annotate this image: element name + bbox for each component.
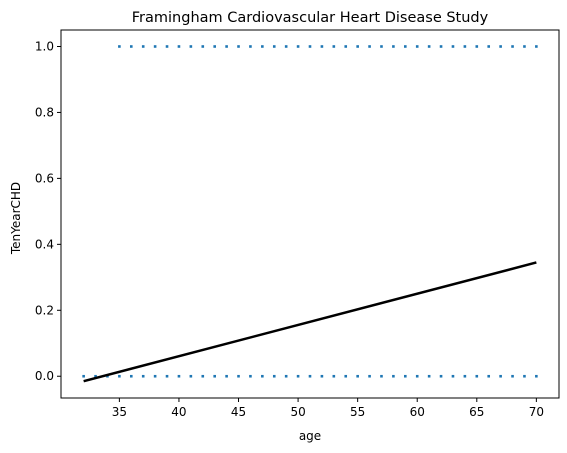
scatter-point-40 <box>129 45 133 48</box>
scatter-point-10 <box>201 374 205 378</box>
y-axis-label: TenYearCHD <box>9 182 23 255</box>
scatter-point-50 <box>249 45 252 48</box>
scatter-point-61 <box>380 45 383 48</box>
x-tick-label-6: 65 <box>469 405 484 419</box>
scatter-point-7 <box>165 374 169 378</box>
scatter-point-73 <box>523 45 526 48</box>
scatter-point-72 <box>511 45 514 48</box>
scatter-point-54 <box>296 45 300 48</box>
scatter-point-57 <box>332 45 336 48</box>
scatter-point-2 <box>106 374 109 378</box>
scatter-point-74 <box>535 45 538 48</box>
scatter-point-17 <box>284 374 288 378</box>
scatter-point-41 <box>141 45 145 48</box>
x-tick-label-7: 70 <box>529 405 544 419</box>
scatter-point-55 <box>308 45 312 48</box>
fit-line <box>83 261 537 383</box>
scatter-point-37 <box>523 374 526 378</box>
scatter-point-49 <box>237 45 240 48</box>
scatter-point-27 <box>404 374 407 378</box>
x-tick-label-5: 60 <box>410 405 425 419</box>
scatter-point-62 <box>392 45 395 48</box>
scatter-point-69 <box>475 45 479 48</box>
y-tick-label-1: 0.2 <box>35 303 54 317</box>
scatter-point-8 <box>177 374 181 378</box>
scatter-point-47 <box>213 45 216 48</box>
scatter-point-58 <box>344 45 348 48</box>
y-tick-label-3: 0.6 <box>35 171 54 185</box>
scatter-point-30 <box>439 374 443 378</box>
scatter-point-60 <box>368 45 371 48</box>
scatter-point-20 <box>320 374 324 378</box>
chart-title: Framingham Cardiovascular Heart Disease … <box>132 10 489 26</box>
x-tick-label-0: 35 <box>112 405 127 419</box>
scatter-point-14 <box>249 374 252 378</box>
y-tick-label-4: 0.8 <box>35 105 54 119</box>
scatter-point-43 <box>165 45 169 48</box>
scatter-point-31 <box>451 374 455 378</box>
y-tick-label-0: 0.0 <box>35 369 54 383</box>
scatter-point-28 <box>415 374 419 378</box>
scatter-point-26 <box>392 374 395 378</box>
y-tick-label-5: 1.0 <box>35 39 54 53</box>
scatter-point-22 <box>344 374 348 378</box>
scatter-point-48 <box>225 45 228 48</box>
x-axis-label: age <box>299 429 321 443</box>
scatter-point-44 <box>177 45 181 48</box>
scatter-point-66 <box>439 45 443 48</box>
scatter-point-12 <box>225 374 228 378</box>
scatter-point-63 <box>404 45 407 48</box>
scatter-point-52 <box>272 45 276 48</box>
scatter-point-24 <box>368 374 371 378</box>
scatter-point-67 <box>451 45 455 48</box>
scatter-point-4 <box>129 374 133 378</box>
scatter-point-9 <box>189 374 193 378</box>
y-tick-label-2: 0.4 <box>35 237 54 251</box>
scatter-point-45 <box>189 45 193 48</box>
scatter-point-38 <box>535 374 538 378</box>
x-tick-label-1: 40 <box>171 405 186 419</box>
scatter-point-6 <box>153 374 157 378</box>
scatter-point-23 <box>356 374 359 378</box>
plot-area <box>82 45 538 383</box>
scatter-point-11 <box>213 374 216 378</box>
scatter-point-36 <box>511 374 514 378</box>
x-tick-label-4: 55 <box>350 405 365 419</box>
scatter-point-35 <box>499 374 502 378</box>
scatter-point-18 <box>296 374 300 378</box>
scatter-point-1 <box>94 374 97 378</box>
scatter-point-15 <box>261 374 264 378</box>
scatter-point-56 <box>320 45 324 48</box>
scatter-point-16 <box>272 374 276 378</box>
scatter-point-71 <box>499 45 502 48</box>
scatter-point-70 <box>487 45 491 48</box>
scatter-point-33 <box>475 374 479 378</box>
scatter-point-39 <box>118 45 121 48</box>
scatter-point-3 <box>118 374 121 378</box>
scatter-point-46 <box>201 45 205 48</box>
scatter-point-21 <box>332 374 336 378</box>
scatter-point-32 <box>463 374 467 378</box>
scatter-point-29 <box>427 374 431 378</box>
scatter-point-5 <box>141 374 145 378</box>
x-tick-label-2: 45 <box>231 405 246 419</box>
scatter-point-51 <box>261 45 264 48</box>
axes: 35 40 45 50 55 60 65 70 0.0 0.2 0.4 0.6 0.8 1.0 <box>35 29 560 419</box>
scatter-point-19 <box>308 374 312 378</box>
scatter-point-65 <box>427 45 431 48</box>
scatter-point-64 <box>415 45 419 48</box>
scatter-point-42 <box>153 45 157 48</box>
scatter-point-0 <box>82 374 85 378</box>
scatter-point-25 <box>380 374 383 378</box>
scatter-point-59 <box>356 45 359 48</box>
x-tick-label-3: 50 <box>290 405 305 419</box>
scatter-point-68 <box>463 45 467 48</box>
scatter-point-53 <box>284 45 288 48</box>
scatter-point-13 <box>237 374 240 378</box>
scatter-point-34 <box>487 374 491 378</box>
axes-frame <box>60 29 560 399</box>
